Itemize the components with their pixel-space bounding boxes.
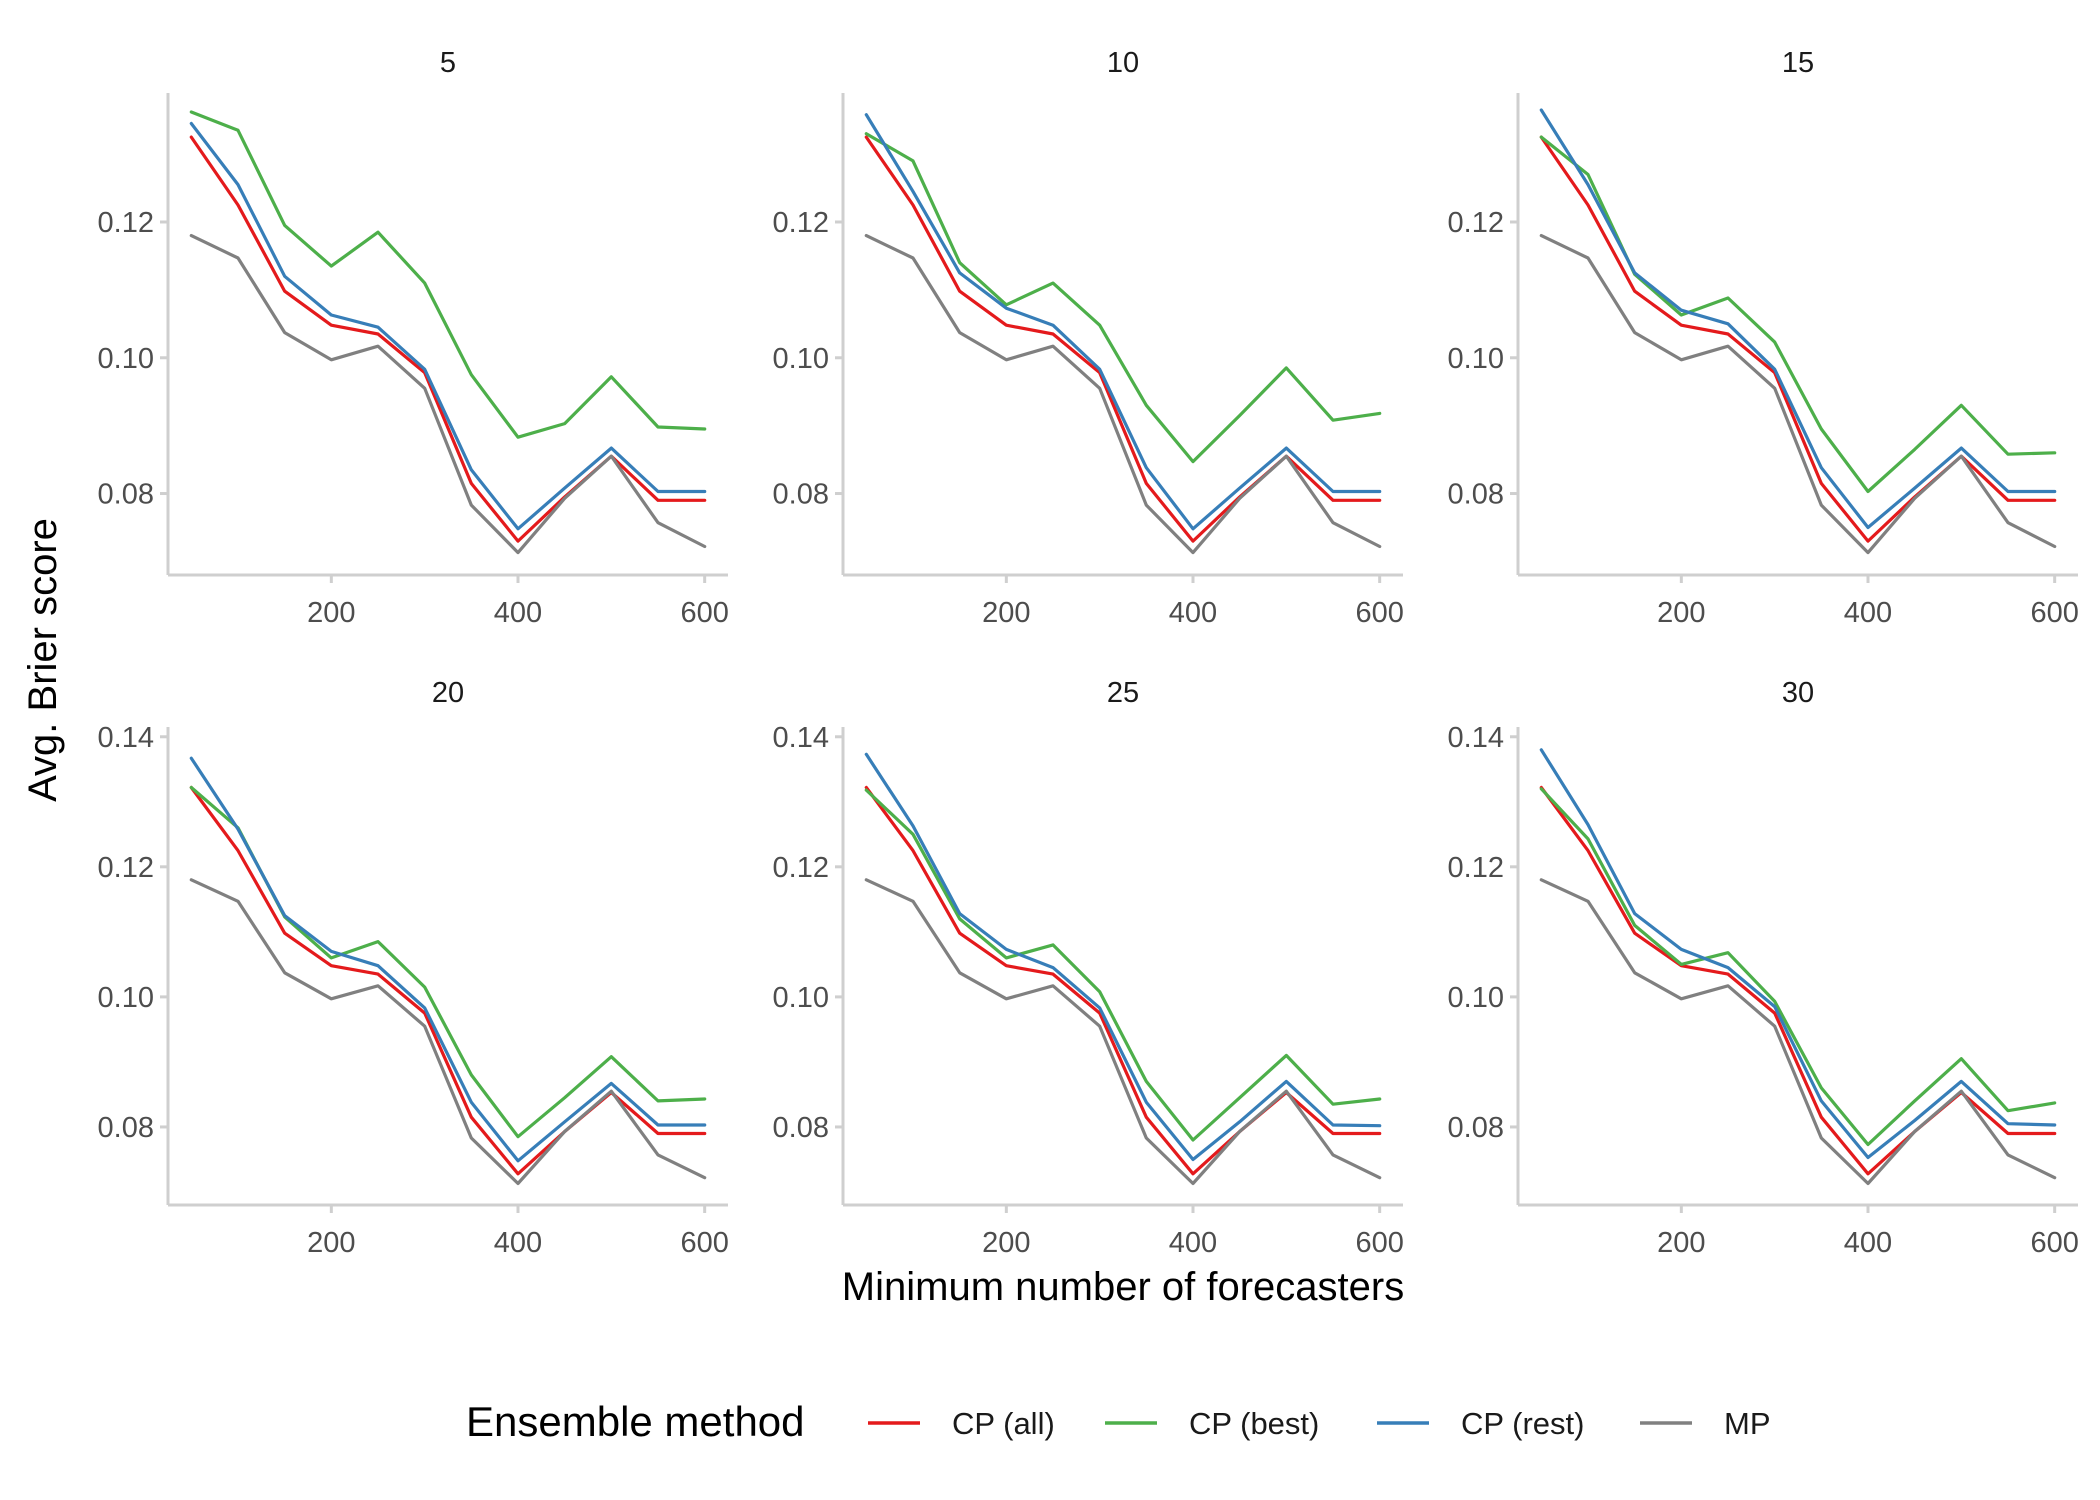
legend-title: Ensemble method [466, 1398, 805, 1445]
legend-item-cp-best: CP (best) [1105, 1406, 1319, 1441]
series-line-cp-rest [189, 756, 707, 1163]
panel-5: 5 0.08 0.10 0.12 200 400 600 [98, 47, 729, 629]
y-tick-label: 0.12 [773, 207, 829, 239]
y-tick-label: 0.10 [1448, 982, 1504, 1014]
y-axis-title: Avg. Brier score [21, 518, 65, 802]
panel-25: 25 0.08 0.10 0.12 0.14 200 400 600 [773, 677, 1404, 1259]
x-tick-label: 600 [680, 1227, 728, 1259]
series-line-cp-best [864, 788, 1382, 1142]
series-line-mp [864, 878, 1382, 1186]
panel-strip-label: 30 [1782, 677, 1814, 709]
series-line-cp-best [1539, 135, 2057, 494]
y-tick-label: 0.08 [98, 1112, 154, 1144]
chart-panels: 5 0.08 0.10 0.12 200 400 600 10 0.08 0.10 0.12 200 4… [98, 47, 2079, 1259]
x-axis-title: Minimum number of forecasters [842, 1265, 1404, 1309]
series-line-cp-all [864, 135, 1382, 543]
panel-10: 10 0.08 0.10 0.12 200 400 600 [773, 47, 1404, 629]
legend-item-cp-all: CP (all) [868, 1406, 1055, 1441]
x-tick-label: 400 [1169, 597, 1217, 629]
x-tick-label: 200 [982, 597, 1030, 629]
panel-30: 30 0.08 0.10 0.12 0.14 200 400 600 [1448, 677, 2079, 1259]
series-line-cp-all [189, 135, 707, 543]
legend-label: CP (best) [1189, 1406, 1319, 1441]
y-tick-label: 0.10 [98, 982, 154, 1014]
series-line-mp [189, 234, 707, 555]
legend-item-cp-rest: CP (rest) [1377, 1406, 1584, 1441]
panel-strip-label: 5 [440, 47, 456, 79]
series-line-cp-rest [1539, 108, 2057, 530]
y-tick-label: 0.14 [98, 722, 154, 754]
x-tick-label: 600 [2030, 597, 2078, 629]
y-tick-label: 0.08 [98, 479, 154, 511]
y-tick-label: 0.08 [1448, 1112, 1504, 1144]
y-tick-label: 0.12 [98, 207, 154, 239]
y-tick-label: 0.12 [1448, 207, 1504, 239]
panel-strip-label: 25 [1107, 677, 1139, 709]
x-tick-label: 600 [1355, 597, 1403, 629]
series-line-cp-rest [1539, 748, 2057, 1160]
legend-label: MP [1724, 1406, 1771, 1441]
series-line-cp-best [189, 110, 707, 439]
x-tick-label: 200 [1657, 1227, 1705, 1259]
panel-strip-label: 10 [1107, 47, 1139, 79]
y-tick-label: 0.14 [1448, 722, 1504, 754]
x-tick-label: 400 [1844, 1227, 1892, 1259]
series-line-cp-rest [864, 752, 1382, 1162]
y-tick-label: 0.14 [773, 722, 829, 754]
x-tick-label: 600 [680, 597, 728, 629]
series-line-cp-best [1539, 787, 2057, 1147]
legend: Ensemble method CP (all) CP (best) CP (res… [466, 1398, 1771, 1445]
series-line-mp [189, 878, 707, 1186]
legend-label: CP (rest) [1461, 1406, 1584, 1441]
x-tick-label: 200 [1657, 597, 1705, 629]
x-tick-label: 400 [494, 1227, 542, 1259]
series-line-cp-best [864, 132, 1382, 464]
y-tick-label: 0.08 [773, 479, 829, 511]
x-tick-label: 400 [1844, 597, 1892, 629]
legend-label: CP (all) [952, 1406, 1055, 1441]
x-tick-label: 600 [1355, 1227, 1403, 1259]
legend-item-mp: MP [1640, 1406, 1771, 1441]
x-tick-label: 600 [2030, 1227, 2078, 1259]
y-tick-label: 0.08 [1448, 479, 1504, 511]
y-tick-label: 0.12 [773, 852, 829, 884]
x-tick-label: 200 [307, 597, 355, 629]
x-tick-label: 200 [982, 1227, 1030, 1259]
series-line-cp-all [1539, 135, 2057, 543]
panel-strip-label: 20 [432, 677, 464, 709]
panel-15: 15 0.08 0.10 0.12 200 400 600 [1448, 47, 2079, 629]
x-tick-label: 200 [307, 1227, 355, 1259]
y-tick-label: 0.12 [1448, 852, 1504, 884]
y-tick-label: 0.12 [98, 852, 154, 884]
series-line-mp [1539, 234, 2057, 555]
y-tick-label: 0.10 [1448, 343, 1504, 375]
series-line-cp-rest [864, 113, 1382, 531]
x-tick-label: 400 [494, 597, 542, 629]
y-tick-label: 0.08 [773, 1112, 829, 1144]
series-line-cp-rest [189, 121, 707, 531]
series-line-mp [1539, 878, 2057, 1186]
x-tick-label: 400 [1169, 1227, 1217, 1259]
series-line-mp [864, 234, 1382, 555]
panel-strip-label: 15 [1782, 47, 1814, 79]
y-tick-label: 0.10 [98, 343, 154, 375]
panel-20: 20 0.08 0.10 0.12 0.14 200 400 600 [98, 677, 729, 1259]
y-tick-label: 0.10 [773, 343, 829, 375]
y-tick-label: 0.10 [773, 982, 829, 1014]
